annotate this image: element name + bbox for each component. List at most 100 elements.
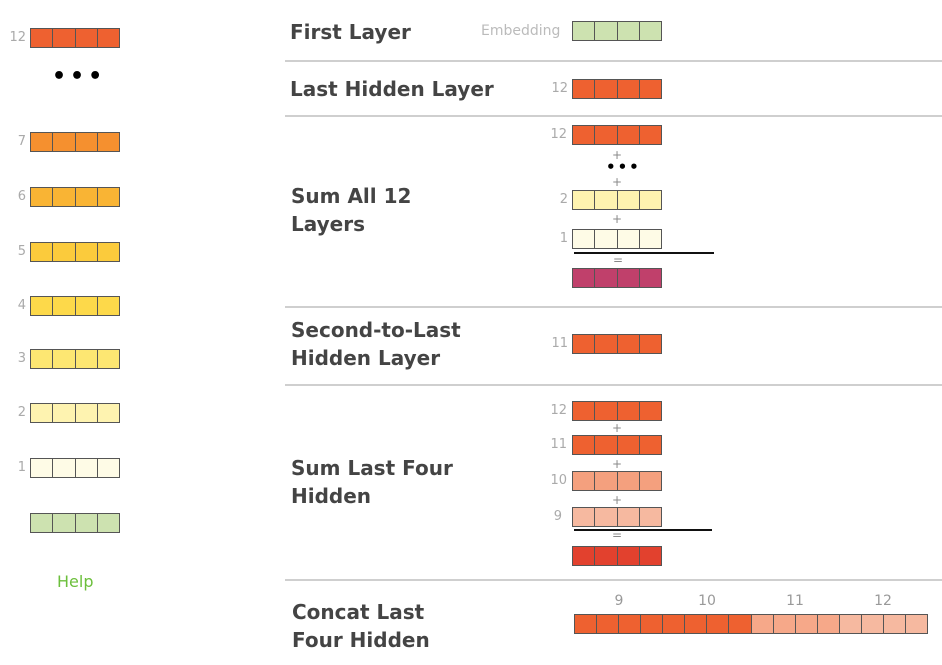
vector-cell bbox=[640, 22, 661, 40]
vector-cell bbox=[31, 350, 54, 368]
vector-cell bbox=[595, 508, 618, 526]
vector-cell bbox=[31, 188, 54, 206]
help-link[interactable]: Help bbox=[57, 572, 94, 591]
vector-cell bbox=[595, 22, 618, 40]
sum-line bbox=[574, 252, 714, 254]
vector-cell bbox=[640, 230, 661, 248]
legend-vector-6 bbox=[30, 187, 120, 207]
vector-cell bbox=[640, 191, 661, 209]
sum-line bbox=[574, 529, 712, 531]
concat-label-11: 11 bbox=[786, 593, 804, 609]
vector-cell bbox=[76, 297, 98, 315]
vector-cell bbox=[53, 297, 76, 315]
vector-cell bbox=[640, 335, 661, 353]
legend-vector-7 bbox=[30, 132, 120, 152]
legend-label-5: 5 bbox=[17, 244, 26, 259]
plus-sign: + bbox=[611, 212, 623, 226]
vector-cell bbox=[618, 472, 640, 490]
vector-cell bbox=[575, 615, 598, 633]
legend-label-3: 3 bbox=[17, 351, 26, 366]
vector-cell bbox=[573, 126, 596, 144]
legend-label-2: 2 bbox=[17, 405, 26, 420]
vector-cell bbox=[31, 133, 54, 151]
equals-sign: = bbox=[612, 253, 624, 267]
vector-cell bbox=[31, 243, 54, 261]
legend-vector-5 bbox=[30, 242, 120, 262]
legend-ellipsis: ••• bbox=[52, 64, 107, 89]
vector-cell bbox=[53, 29, 76, 47]
vector-cell bbox=[76, 243, 98, 261]
concat-segment-9 bbox=[574, 614, 664, 634]
sum-all-label-2: 2 bbox=[559, 192, 568, 207]
sum-all-vector-12 bbox=[572, 125, 662, 145]
vector-cell bbox=[573, 230, 596, 248]
vector-cell bbox=[98, 29, 119, 47]
vector-cell bbox=[53, 514, 76, 532]
vector-cell bbox=[640, 472, 661, 490]
vector-cell bbox=[31, 29, 54, 47]
plus-sign: + bbox=[611, 421, 623, 435]
vector-cell bbox=[76, 514, 98, 532]
vector-cell bbox=[98, 404, 119, 422]
sum-all-label-12: 12 bbox=[550, 127, 567, 142]
legend-vector-1 bbox=[30, 458, 120, 478]
concat-segment-12 bbox=[838, 614, 928, 634]
first-layer-vector bbox=[572, 21, 662, 41]
vector-cell bbox=[76, 29, 98, 47]
legend-label-1: 1 bbox=[17, 460, 26, 475]
vector-cell bbox=[573, 80, 596, 98]
vector-cell bbox=[98, 514, 119, 532]
title-sum-all-layers: Sum All 12 Layers bbox=[291, 184, 412, 236]
vector-cell bbox=[640, 80, 661, 98]
vector-cell bbox=[595, 126, 618, 144]
concat-label-12: 12 bbox=[874, 593, 892, 609]
vector-cell bbox=[641, 615, 662, 633]
sum-four-result-vector bbox=[572, 546, 662, 566]
vector-cell bbox=[618, 269, 640, 287]
concat-segment-11 bbox=[750, 614, 840, 634]
sum-four-label-9: 9 bbox=[553, 509, 562, 524]
title-sum-last-four: Sum Last Four Hidden bbox=[291, 456, 453, 508]
legend-vector-12 bbox=[30, 28, 120, 48]
vector-cell bbox=[31, 459, 54, 477]
legend-vector-2 bbox=[30, 403, 120, 423]
vector-cell bbox=[618, 508, 640, 526]
concat-segment-10 bbox=[662, 614, 752, 634]
vector-cell bbox=[595, 436, 618, 454]
vector-cell bbox=[595, 269, 618, 287]
last-hidden-vector bbox=[572, 79, 662, 99]
vector-cell bbox=[31, 514, 54, 532]
vector-cell bbox=[752, 615, 774, 633]
sum-four-label-12: 12 bbox=[550, 403, 567, 418]
sum-four-label-11: 11 bbox=[550, 437, 567, 452]
vector-cell bbox=[597, 615, 620, 633]
sum-four-vector-9 bbox=[572, 507, 662, 527]
embedding-label: Embedding bbox=[481, 23, 561, 39]
vector-cell bbox=[31, 404, 54, 422]
title-first-layer: First Layer bbox=[290, 20, 411, 44]
vector-cell bbox=[53, 243, 76, 261]
plus-sign: + bbox=[611, 175, 623, 189]
legend-label-7: 7 bbox=[17, 134, 26, 149]
vector-cell bbox=[573, 269, 596, 287]
vector-cell bbox=[595, 547, 618, 565]
vector-cell bbox=[573, 191, 596, 209]
vector-cell bbox=[618, 230, 640, 248]
vector-cell bbox=[707, 615, 730, 633]
vector-cell bbox=[640, 402, 661, 420]
vector-cell bbox=[573, 402, 596, 420]
plus-sign: + bbox=[611, 493, 623, 507]
sum-all-ellipsis: ••• bbox=[606, 158, 641, 176]
last-hidden-label: 12 bbox=[551, 81, 568, 96]
vector-cell bbox=[98, 350, 119, 368]
vector-cell bbox=[729, 615, 750, 633]
legend-label-4: 4 bbox=[17, 298, 26, 313]
sum-four-vector-11 bbox=[572, 435, 662, 455]
legend-vector-embedding bbox=[30, 513, 120, 533]
vector-cell bbox=[76, 188, 98, 206]
vector-cell bbox=[640, 126, 661, 144]
vector-cell bbox=[53, 404, 76, 422]
vector-cell bbox=[796, 615, 818, 633]
concat-vector bbox=[574, 614, 928, 634]
